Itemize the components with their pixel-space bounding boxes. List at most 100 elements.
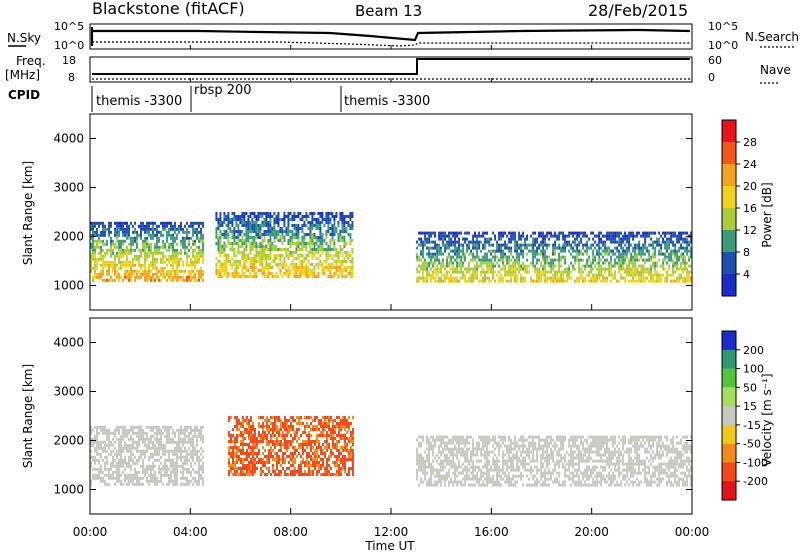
power-cell bbox=[283, 239, 286, 242]
velocity-cell bbox=[259, 470, 262, 473]
velocity-cell bbox=[186, 461, 188, 465]
velocity-cell bbox=[420, 441, 423, 445]
power-cell bbox=[558, 252, 561, 256]
power-cell bbox=[311, 218, 314, 221]
power-cell bbox=[341, 239, 344, 242]
power-cell bbox=[166, 233, 168, 237]
velocity-cell bbox=[311, 458, 314, 461]
velocity-cell bbox=[424, 462, 427, 466]
power-cell bbox=[464, 273, 467, 277]
power-cell bbox=[620, 258, 623, 262]
velocity-cell bbox=[309, 446, 312, 449]
velocity-cell bbox=[132, 437, 134, 441]
power-cell bbox=[648, 255, 651, 259]
power-cell bbox=[518, 231, 521, 235]
power-cell bbox=[198, 278, 200, 282]
power-cell bbox=[598, 249, 601, 253]
velocity-cell bbox=[251, 461, 254, 464]
velocity-cell bbox=[172, 458, 174, 462]
velocity-cell bbox=[313, 419, 316, 422]
power-cell bbox=[674, 279, 677, 283]
velocity-cell bbox=[251, 446, 254, 449]
power-cell bbox=[261, 212, 264, 215]
velocity-cell bbox=[291, 446, 294, 449]
power-cell bbox=[604, 243, 607, 247]
power-cell bbox=[586, 249, 589, 253]
power-cell bbox=[536, 237, 539, 241]
power-cell bbox=[530, 243, 533, 247]
velocity-cell bbox=[198, 458, 200, 462]
power-cell bbox=[317, 236, 320, 239]
power-cell bbox=[670, 237, 673, 241]
velocity-cell bbox=[104, 482, 106, 486]
power-cell bbox=[102, 257, 104, 261]
power-cell bbox=[430, 273, 433, 277]
power-cell bbox=[335, 227, 338, 230]
power-cell bbox=[301, 269, 304, 272]
power-cell bbox=[464, 279, 467, 283]
power-cell bbox=[488, 270, 491, 274]
velocity-cell bbox=[275, 458, 278, 461]
power-cell bbox=[442, 252, 445, 256]
power-cell bbox=[102, 269, 104, 273]
power-cell bbox=[283, 263, 286, 266]
velocity-cell bbox=[176, 452, 178, 456]
velocity-cell bbox=[160, 476, 162, 480]
power-cell bbox=[642, 246, 645, 250]
power-cell bbox=[317, 257, 320, 260]
velocity-cell bbox=[263, 425, 266, 428]
velocity-cell bbox=[422, 465, 425, 469]
power-cell bbox=[586, 258, 589, 262]
power-cell bbox=[110, 236, 112, 240]
power-cell bbox=[287, 215, 290, 218]
power-cell bbox=[198, 245, 200, 249]
velocity-cell bbox=[200, 428, 202, 432]
velocity-cell bbox=[128, 482, 130, 486]
power-cell bbox=[287, 254, 290, 257]
velocity-cell bbox=[104, 473, 106, 477]
power-cell bbox=[174, 257, 176, 261]
power-cell bbox=[682, 270, 685, 274]
velocity-cell bbox=[341, 437, 344, 440]
power-cell bbox=[164, 221, 166, 225]
power-cell bbox=[452, 264, 455, 268]
power-cell bbox=[134, 269, 136, 273]
power-cell bbox=[94, 221, 96, 225]
velocity-cell bbox=[422, 456, 425, 460]
power-cell bbox=[156, 245, 158, 249]
velocity-cell bbox=[424, 465, 427, 469]
power-cell bbox=[468, 264, 471, 268]
power-cell bbox=[349, 224, 352, 227]
velocity-cell bbox=[267, 452, 270, 455]
power-cell bbox=[170, 263, 172, 267]
power-cell bbox=[544, 279, 547, 283]
power-cell bbox=[285, 248, 288, 251]
velocity-cell bbox=[136, 434, 138, 438]
velocity-cell bbox=[331, 446, 334, 449]
velocity-cell bbox=[283, 419, 286, 422]
velocity-cell bbox=[301, 452, 304, 455]
power-cell bbox=[486, 258, 489, 262]
velocity-cell bbox=[128, 437, 130, 441]
power-cell bbox=[482, 258, 485, 262]
velocity-cell bbox=[239, 470, 242, 473]
power-cell bbox=[339, 272, 342, 275]
power-cell bbox=[144, 251, 146, 255]
velocity-cell bbox=[309, 428, 312, 431]
power-cell bbox=[287, 272, 290, 275]
power-cell bbox=[512, 264, 515, 268]
power-cell bbox=[510, 270, 513, 274]
power-cell bbox=[642, 267, 645, 271]
power-cell bbox=[297, 269, 300, 272]
power-cell bbox=[225, 269, 228, 272]
velocity-cell bbox=[168, 473, 170, 477]
power-cell bbox=[172, 263, 174, 267]
velocity-cell bbox=[273, 425, 276, 428]
power-cell bbox=[136, 269, 138, 273]
velocity-cell bbox=[118, 473, 120, 477]
power-cell bbox=[269, 215, 272, 218]
power-cell bbox=[124, 263, 126, 267]
power-cell bbox=[520, 264, 523, 268]
power-cell bbox=[289, 230, 292, 233]
velocity-cell bbox=[279, 428, 282, 431]
